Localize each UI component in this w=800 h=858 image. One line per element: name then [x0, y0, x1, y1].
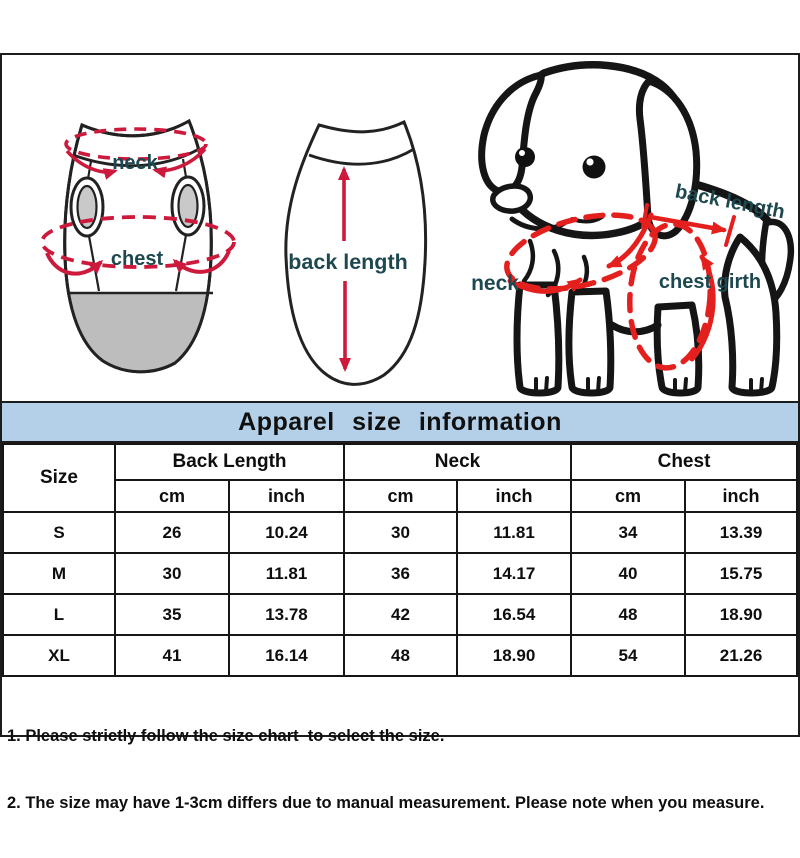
dog-neck-label: neck [471, 272, 519, 295]
value-cell: 30 [343, 511, 458, 554]
notes-section: 1. Please strictly follow the size chart… [2, 677, 798, 858]
dog-front-leg-1 [513, 281, 563, 397]
unit-header: inch [455, 479, 573, 513]
dog-eye-right [582, 155, 606, 179]
value-cell: 21.26 [684, 634, 798, 677]
vest-back-collar-line [308, 147, 415, 166]
neck-group-header: Neck [342, 443, 573, 481]
value-cell: 48 [343, 634, 458, 677]
value-cell: 36 [343, 552, 458, 595]
size-cell: M [2, 552, 116, 595]
value-cell: 35 [114, 593, 230, 636]
value-cell: 42 [343, 593, 458, 636]
value-cell: 16.14 [228, 634, 345, 677]
size-column-header: Size [2, 443, 116, 513]
page-title: Apparel size information [238, 407, 562, 436]
table-row: XL 41 16.14 48 18.90 54 21.26 [2, 634, 798, 677]
value-cell: 15.75 [684, 552, 798, 595]
size-cell: S [2, 511, 116, 554]
unit-header: cm [343, 479, 458, 513]
dog-chest-measure-line [627, 221, 713, 371]
size-chart-panel: neck chest back length [0, 53, 800, 812]
note-line-1: 1. Please strictly follow the size chart… [7, 727, 445, 746]
dog-diagram: neck back length chest girth [471, 61, 795, 397]
size-table: Size Back Length Neck Chest cm inch cm i… [2, 443, 798, 677]
vest-chest-measure-line [40, 215, 236, 269]
unit-header: cm [570, 479, 687, 513]
value-cell: 14.17 [455, 552, 573, 595]
value-cell: 16.54 [455, 593, 573, 636]
vest-neck-measure-line [64, 127, 208, 161]
table-group-header-row: Size Back Length Neck Chest [2, 443, 798, 513]
table-row: S 26 10.24 30 11.81 34 13.39 [2, 511, 798, 554]
table-row: L 35 13.78 42 16.54 48 18.90 [2, 593, 798, 636]
value-cell: 18.90 [455, 634, 573, 677]
measurement-illustrations: neck chest back length [2, 55, 798, 401]
unit-header: cm [114, 479, 230, 513]
table-row: M 30 11.81 36 14.17 40 15.75 [2, 552, 798, 595]
dog-nose [490, 183, 534, 214]
value-cell: 26 [114, 511, 230, 554]
value-cell: 10.24 [228, 511, 345, 554]
value-cell: 30 [114, 552, 230, 595]
dog-back-length-line [647, 214, 727, 235]
dog-front-leg-2 [565, 287, 615, 397]
vest-front-diagram: neck chest [40, 118, 236, 374]
dog-ear-right [635, 77, 701, 240]
vest-chest-label: chest [111, 248, 164, 270]
vest-neck-label: neck [112, 152, 158, 174]
value-cell: 40 [570, 552, 687, 595]
chest-group-header: Chest [570, 443, 798, 481]
unit-header: inch [684, 479, 798, 513]
table-unit-header-row: cm inch cm inch cm inch [3, 479, 798, 513]
value-cell: 11.81 [455, 511, 573, 554]
vest-back-outline [284, 119, 428, 386]
value-cell: 13.78 [228, 593, 345, 636]
value-cell: 41 [114, 634, 230, 677]
value-cell: 54 [570, 634, 687, 677]
unit-header: inch [228, 479, 345, 513]
dog-back-length-label: back length [673, 181, 786, 224]
value-cell: 34 [570, 511, 687, 554]
vest-belly-gray [64, 293, 212, 372]
value-cell: 18.90 [684, 593, 798, 636]
value-cell: 48 [570, 593, 687, 636]
title-bar: Apparel size information [2, 401, 798, 443]
dog-chest-girth-label: chest girth [659, 271, 761, 293]
size-cell: XL [2, 634, 116, 677]
value-cell: 13.39 [684, 511, 798, 554]
vest-back-length-label: back length [288, 250, 407, 274]
back-length-group-header: Back Length [114, 443, 345, 481]
value-cell: 11.81 [228, 552, 345, 595]
note-line-2: 2. The size may have 1-3cm differs due t… [7, 793, 765, 812]
dog-eye-left [515, 147, 535, 167]
vest-back-diagram: back length [284, 119, 428, 386]
size-cell: L [2, 593, 116, 636]
